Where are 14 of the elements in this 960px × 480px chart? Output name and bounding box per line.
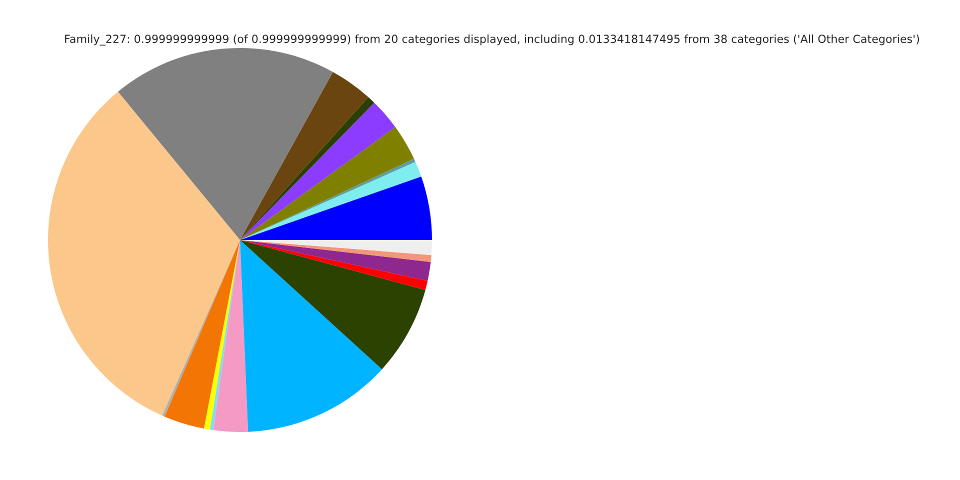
pie-slice bbox=[240, 176, 432, 240]
pie-slice bbox=[240, 240, 432, 262]
pie-slice bbox=[240, 240, 431, 281]
pie-slice bbox=[240, 240, 382, 432]
pie-slice bbox=[213, 240, 248, 432]
pie-slice bbox=[240, 240, 432, 256]
pie-slice bbox=[240, 102, 396, 240]
pie-slice bbox=[240, 72, 368, 240]
pie-slice bbox=[48, 92, 240, 416]
pie-slice bbox=[118, 48, 333, 240]
pie-slice bbox=[240, 127, 414, 240]
pie-slice bbox=[240, 240, 426, 370]
pie-slice bbox=[240, 240, 428, 290]
text: Family_227: 0.999999999999 (of 0.999999999999) from 20 categories displayed, including 0.0133418147495 from 38 categories ('All Other Categories') bbox=[65, 34, 919, 46]
